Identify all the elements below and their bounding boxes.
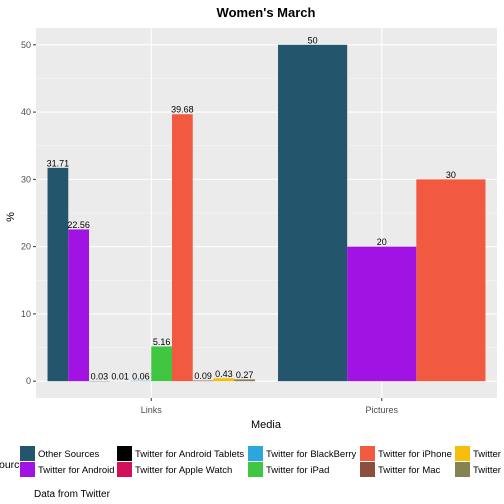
y-tick-label: 10 <box>21 309 31 319</box>
legend-item-label: Twitter for Android <box>38 465 115 476</box>
bar <box>416 179 486 382</box>
bar <box>347 246 417 382</box>
bars <box>47 44 486 382</box>
bar <box>171 114 193 382</box>
y-tick-label: 50 <box>21 40 31 50</box>
data-labels: 31.71 22.56 0.03 0.01 0.06 5.16 39.68 0.09 0.43 0… <box>47 35 456 381</box>
x-tick-label: Pictures <box>365 405 398 415</box>
y-axis-title: % <box>5 212 17 222</box>
legend-item-label: Twitter for Mac <box>378 465 441 476</box>
bar <box>234 379 255 382</box>
x-axis: Links Pictures <box>141 398 399 415</box>
bar <box>47 167 69 382</box>
bar <box>278 44 348 382</box>
y-tick-label: 20 <box>21 242 31 252</box>
legend-key <box>248 462 263 477</box>
legend-item-label: Twitter <box>473 465 501 476</box>
legend-item-label: Twitter for Android Tablets <box>135 449 244 460</box>
legend-key <box>455 462 470 477</box>
x-axis-title: Media <box>251 419 282 431</box>
y-tick-label: 30 <box>21 174 31 184</box>
data-label: 0.01 <box>111 372 129 382</box>
legend-item-label: Twitter for iPhone <box>378 449 452 460</box>
data-label: 0.09 <box>194 371 212 381</box>
data-label: 31.71 <box>47 158 70 168</box>
legend-item-label: Twitter <box>473 449 501 460</box>
legend-key <box>248 446 263 461</box>
data-label: 20 <box>377 237 387 247</box>
legend-key <box>117 462 132 477</box>
legend: Other Sources Twitter for Android Twitter … <box>20 446 501 477</box>
legend-item-label: Other Sources <box>38 449 99 460</box>
legend-key <box>455 446 470 461</box>
data-label: 0.43 <box>215 369 233 379</box>
x-tick-label: Links <box>141 405 163 415</box>
legend-title: Source <box>0 459 25 471</box>
data-label: 39.68 <box>171 105 194 115</box>
bar <box>151 346 172 382</box>
bar <box>192 380 214 382</box>
y-tick-label: 40 <box>21 107 31 117</box>
bar <box>213 378 235 382</box>
caption: Data from Twitter <box>34 489 111 500</box>
data-label: 0.27 <box>236 370 254 380</box>
bar <box>68 229 90 382</box>
chart-title: Women's March <box>217 5 316 20</box>
legend-key <box>360 462 375 477</box>
legend-key <box>117 446 132 461</box>
y-tick-label: 0 <box>26 376 31 386</box>
data-label: 30 <box>446 170 456 180</box>
data-label: 22.56 <box>67 220 90 230</box>
legend-key <box>20 462 35 477</box>
data-label: 5.16 <box>153 337 171 347</box>
legend-item-label: Twitter for Apple Watch <box>135 465 232 476</box>
data-label: 50 <box>308 35 318 45</box>
legend-item-label: Twitter for BlackBerry <box>266 449 357 460</box>
legend-item-label: Twitter for iPad <box>266 465 329 476</box>
legend-key <box>20 446 35 461</box>
legend-key <box>360 446 375 461</box>
data-label: 0.06 <box>132 371 150 381</box>
y-axis: 0 10 20 30 40 50 <box>21 40 36 386</box>
data-label: 0.03 <box>91 371 109 381</box>
